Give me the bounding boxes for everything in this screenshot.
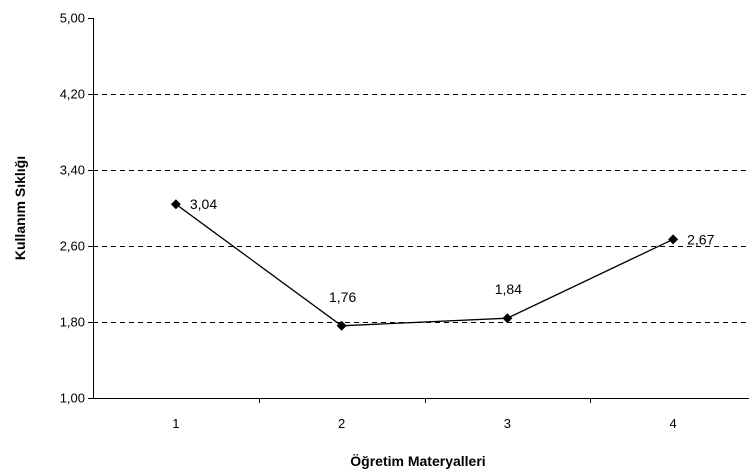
data-labels: 3,04 1,76 1,84 2,67 [190, 196, 715, 305]
y-axis-title: Kullanım Sıklığı [12, 156, 28, 260]
y-tick-label: 5,00 [60, 11, 85, 26]
x-tick-label: 1 [172, 416, 179, 431]
axes [88, 18, 749, 403]
x-tick-label: 2 [338, 416, 345, 431]
data-point [502, 313, 513, 324]
y-tick-label: 4,20 [60, 87, 85, 102]
data-point [170, 199, 181, 210]
data-point [668, 234, 679, 245]
y-tick-label: 1,80 [60, 315, 85, 330]
data-label: 1,76 [329, 289, 356, 305]
series-line [175, 203, 674, 327]
x-tick-labels: 1 2 3 4 [172, 416, 676, 431]
x-axis-title: Öğretim Materyalleri [350, 453, 485, 469]
data-label: 2,67 [687, 231, 714, 247]
y-tick-label: 1,00 [60, 391, 85, 406]
series-polyline [175, 203, 674, 327]
y-tick-labels: 1,00 1,80 2,60 3,40 4,20 5,00 [60, 11, 85, 406]
y-tick-label: 3,40 [60, 163, 85, 178]
x-tick-label: 3 [504, 416, 511, 431]
data-point [336, 320, 347, 331]
data-label: 3,04 [190, 196, 217, 212]
data-points [170, 199, 679, 331]
data-label: 1,84 [495, 281, 522, 297]
y-tick-label: 2,60 [60, 239, 85, 254]
x-tick-label: 4 [670, 416, 677, 431]
